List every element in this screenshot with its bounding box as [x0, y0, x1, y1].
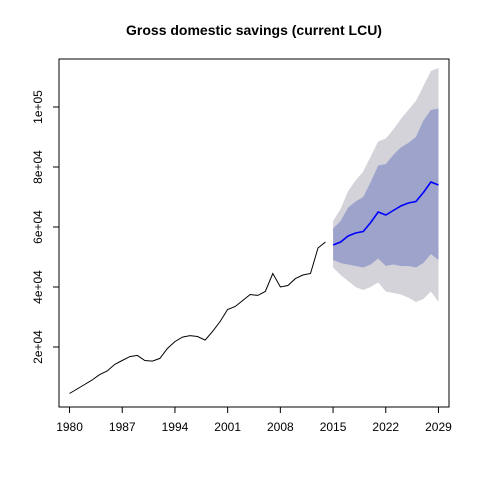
y-axis: 2e+04 4e+04 6e+04 8e+04 1e+05 [31, 90, 60, 364]
x-tick-label: 1987 [109, 420, 136, 434]
y-tick-label: 4e+04 [31, 270, 45, 304]
y-tick-label: 8e+04 [31, 150, 45, 184]
forecast-mean-line [332, 181, 439, 246]
x-tick-label: 2029 [425, 420, 452, 434]
y-tick-label: 1e+05 [31, 90, 45, 124]
x-axis: 1980 1987 1994 2001 2008 2015 2022 2029 [56, 406, 452, 434]
chart-title: Gross domestic savings (current LCU) [126, 22, 382, 38]
x-tick-label: 2008 [267, 420, 294, 434]
x-tick-label: 2022 [372, 420, 399, 434]
prediction-band-80pct [333, 108, 439, 268]
forecast-bands [333, 68, 439, 302]
x-tick-label: 2015 [320, 420, 347, 434]
x-tick-label: 1994 [162, 420, 189, 434]
history-line [69, 241, 326, 394]
x-tick-label: 1980 [56, 420, 83, 434]
series-lines [69, 181, 439, 394]
y-tick-label: 6e+04 [31, 210, 45, 244]
x-tick-label: 2001 [214, 420, 241, 434]
y-tick-label: 2e+04 [31, 330, 45, 364]
